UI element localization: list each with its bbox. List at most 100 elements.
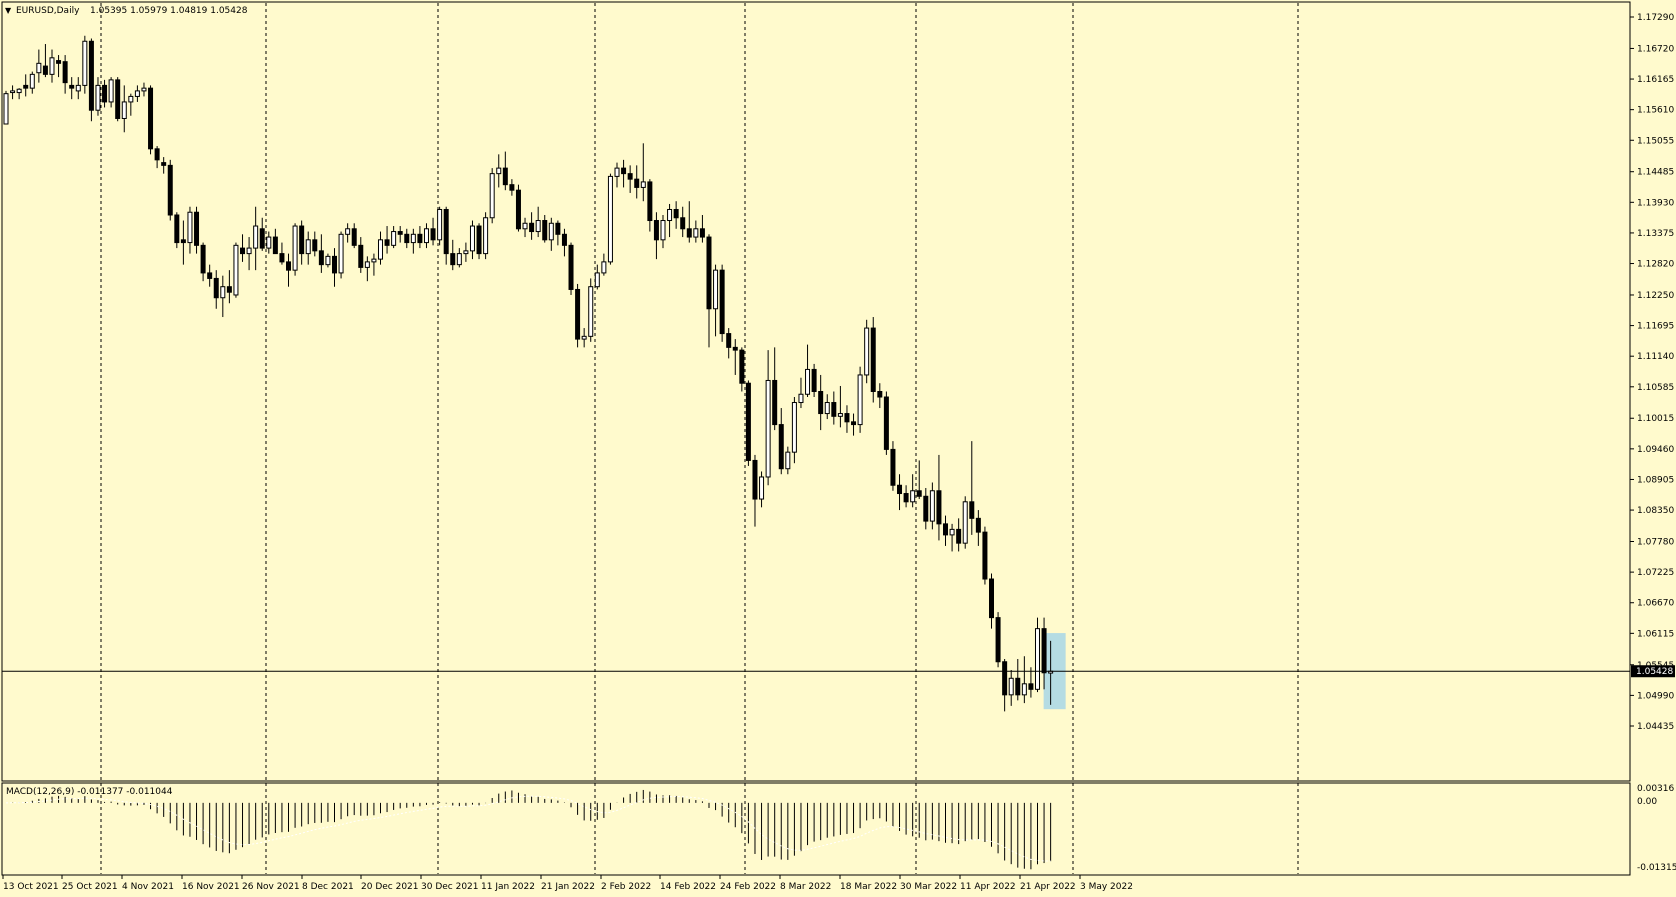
date-tick-label: 14 Feb 2022 [660,882,716,892]
price-tick-label: 1.17290 [1637,13,1674,23]
candle-body [1034,628,1040,690]
candle-body [1015,677,1021,696]
date-tick-label: 13 Oct 2021 [3,882,59,892]
candle-body [936,490,942,525]
candle-body [476,225,482,255]
candle-body [318,250,324,266]
candle-body [581,335,587,340]
date-axis: 13 Oct 2021 25 Oct 2021 4 Nov 2021 16 Nov 2… [2,875,1133,892]
candle-body [312,239,318,252]
date-tick-label: 20 Dec 2021 [361,882,419,892]
symbol-menu-icon[interactable]: ▼ [5,6,12,15]
candle-body [765,379,771,478]
candle-body [686,228,692,238]
candle-body [870,327,876,392]
candle-body [962,501,968,544]
candle-body [805,368,811,395]
candle-body [706,236,712,310]
macd-frame [1,782,1631,876]
date-tick-label: 8 Mar 2022 [780,882,831,892]
candle-body [588,286,594,337]
candle-body [785,451,791,470]
candle-body [56,60,62,64]
date-tick-label: 30 Mar 2022 [900,882,957,892]
candle-body [430,228,436,241]
price-tick-label: 1.12250 [1637,291,1674,301]
candle-body [660,220,666,241]
price-tick-label: 1.13375 [1637,229,1674,239]
price-tick-label: 1.08350 [1637,506,1674,516]
candle-body [154,148,160,161]
price-tick-label: 1.04435 [1637,722,1674,732]
price-tick-label: 1.14485 [1637,168,1674,178]
candle-body [897,484,903,495]
candle-body [535,220,541,233]
candle-body [923,495,929,522]
candle-body [194,211,200,246]
date-tick-label: 25 Oct 2021 [62,882,118,892]
candle-body [496,167,502,175]
candle-body [325,255,331,266]
candle-body [621,167,627,175]
current-price-box [1631,665,1675,678]
price-tick-label: 1.09460 [1637,445,1674,455]
candle-body [240,247,246,255]
price-tick-label: 1.13930 [1637,198,1674,208]
candle-body [949,528,955,536]
price-tick-label: 1.10585 [1637,383,1674,393]
candle-body [384,239,390,246]
date-tick-label: 18 Mar 2022 [840,882,897,892]
candle-body [542,220,548,241]
candle-body [180,239,186,244]
candle-body [634,178,640,188]
candle-body [752,459,758,500]
candle-body [266,236,272,249]
candle-body [483,217,489,255]
candle-body [259,228,265,249]
candle-body [851,421,857,426]
price-tick-label: 1.15055 [1637,136,1674,146]
candle-body [713,269,719,310]
candle-body [607,175,613,263]
candle-body [772,379,778,426]
candle-body [1002,661,1008,696]
candle-body [134,90,140,97]
candle-body [207,272,213,279]
candle-body [969,501,975,519]
candle-body [364,261,370,268]
candle-body [220,286,226,299]
candle-body [614,167,620,177]
macd-signal-line [5,795,1051,862]
candle-body [423,228,429,244]
candle-body [88,40,94,111]
candle-body [469,225,475,252]
candle-body [837,413,843,417]
macd-label: MACD(12,26,9) -0.011377 -0.011044 [6,787,173,797]
candle-body [332,255,337,274]
candle-body [693,228,699,238]
candle-body [200,244,206,274]
candle-body [42,65,48,75]
candle-body [272,236,278,255]
candle-body [417,233,423,244]
macd-tick-top: 0.00316 [1637,784,1674,794]
candle-body [279,253,285,263]
candle-body [699,228,705,238]
macd-tick-zero: 0.00 [1637,797,1657,807]
candle-body [975,517,981,533]
candle-body [351,228,357,246]
candle-body [745,382,751,461]
candle-body [69,84,75,89]
date-tick-label: 11 Jan 2022 [481,882,535,892]
ohlc-text: 1.05395 1.05979 1.04819 1.05428 [90,6,248,16]
candle-body [75,84,81,92]
candle-body [82,40,88,86]
candle-body [529,222,535,233]
candle-body [726,333,732,348]
candle-body [667,208,673,222]
candle-body [982,531,988,580]
price-tick-label: 1.11140 [1637,352,1674,362]
macd-bars-layer [5,789,1052,870]
